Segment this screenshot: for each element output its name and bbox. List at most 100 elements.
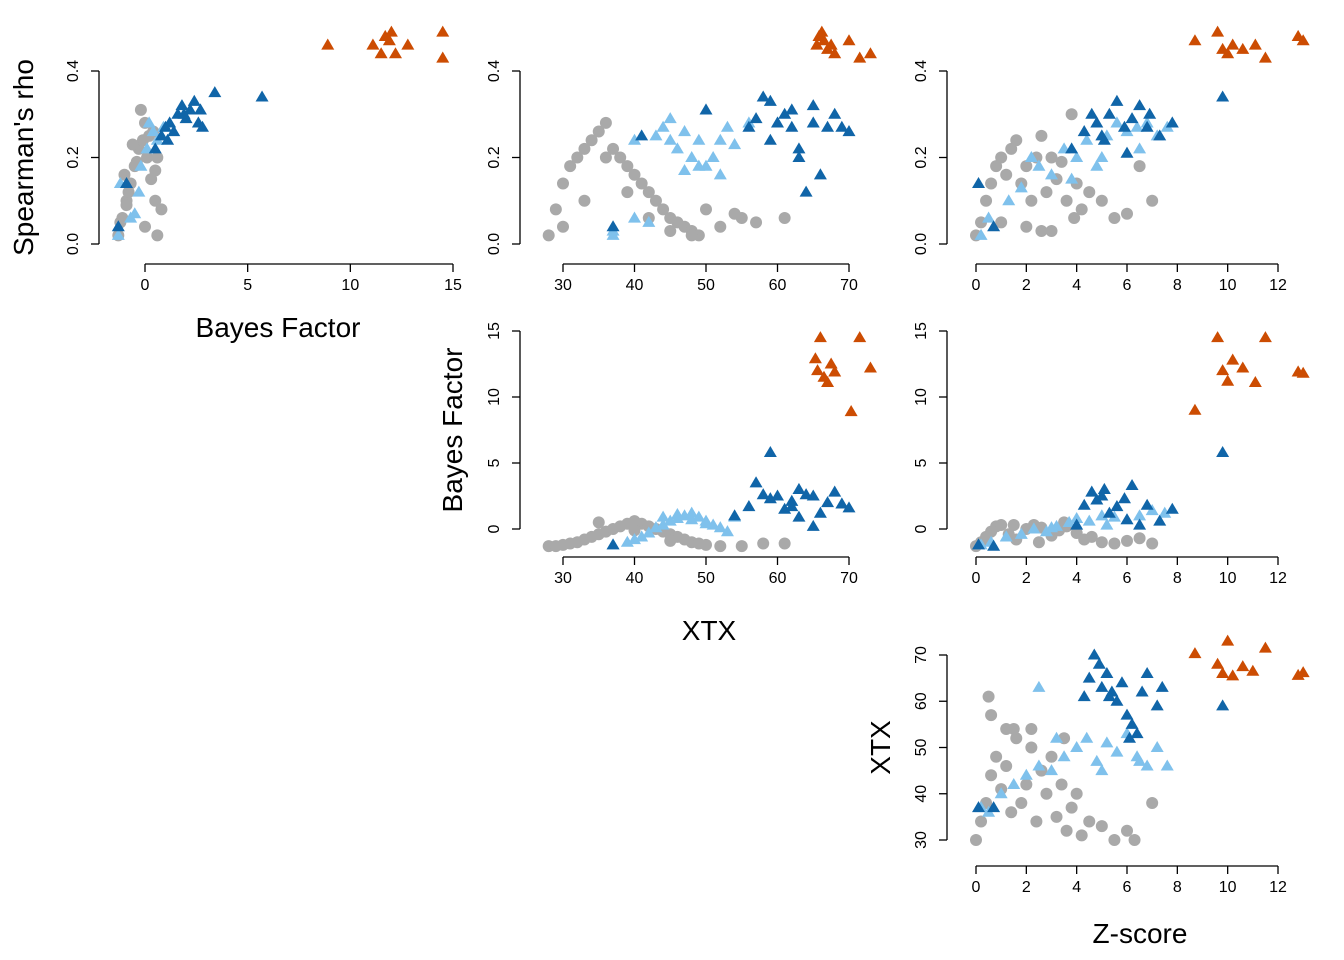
data-point [255, 90, 269, 102]
data-point [195, 120, 209, 132]
data-point [621, 160, 634, 173]
series-orange [1188, 331, 1310, 415]
data-point [151, 151, 164, 164]
data-point [193, 103, 207, 115]
data-point [657, 203, 670, 216]
data-point [999, 530, 1013, 542]
y-tick-label: 0.4 [486, 60, 503, 82]
data-point [982, 211, 996, 223]
data-point [1019, 768, 1033, 780]
x-tick-label: 0 [141, 277, 150, 294]
data-point [678, 125, 692, 137]
panel-rho-vs-bf: 0 5 10 15 0.0 0.2 0.4 Bayes Factor Spearman's rh… [8, 25, 462, 343]
data-point [714, 540, 727, 553]
data-point [778, 107, 792, 119]
data-point [813, 168, 827, 180]
data-point [842, 125, 856, 137]
data-point [853, 51, 867, 63]
data-point [154, 129, 168, 141]
data-point [1133, 518, 1147, 530]
data-point [706, 151, 720, 163]
data-point [1188, 403, 1202, 415]
data-point [806, 99, 820, 111]
data-point [183, 103, 197, 115]
data-point [813, 331, 827, 343]
data-point [155, 203, 168, 216]
data-point [824, 357, 838, 369]
data-point [628, 524, 641, 537]
data-point [1140, 667, 1154, 679]
data-point [1090, 159, 1104, 171]
x-tick-label: 15 [444, 277, 462, 294]
data-point [1082, 671, 1096, 683]
data-point [1045, 764, 1058, 776]
series-orange [808, 331, 877, 417]
data-point [134, 103, 147, 116]
data-point [1045, 151, 1058, 164]
data-point [1110, 500, 1124, 512]
data-point [1133, 142, 1147, 154]
x-tick-label: 6 [1123, 570, 1132, 587]
data-point [1120, 146, 1134, 158]
data-point [1117, 492, 1131, 504]
data-point [1258, 641, 1272, 653]
x-axis-title: Bayes Factor [196, 312, 361, 343]
x-tick-label: 12 [1269, 879, 1287, 896]
data-point [863, 361, 877, 373]
data-point [1097, 482, 1111, 494]
data-point [1216, 90, 1230, 102]
y-tick-label: 40 [913, 785, 930, 803]
data-point [1216, 699, 1230, 711]
data-point [750, 216, 763, 229]
data-point [1108, 834, 1121, 846]
data-point [1150, 699, 1164, 711]
data-point [542, 229, 555, 242]
data-point [994, 787, 1008, 799]
data-point [828, 485, 842, 497]
data-point [1108, 537, 1121, 550]
data-point [656, 510, 670, 522]
x-tick-label: 5 [243, 277, 252, 294]
data-point [785, 120, 799, 132]
data-point [1296, 366, 1310, 378]
data-point [111, 228, 125, 240]
data-point [678, 163, 692, 176]
data-point [436, 25, 450, 37]
y-tick-label: 5 [486, 458, 503, 467]
y-tick-label: 30 [913, 831, 930, 849]
x-tick-label: 10 [1219, 570, 1237, 587]
data-point [1025, 194, 1038, 207]
data-point [728, 138, 742, 150]
series-light_blue [974, 116, 1174, 240]
data-point [111, 220, 125, 232]
data-point [990, 160, 1003, 173]
data-point [735, 212, 748, 225]
data-point [1258, 331, 1272, 343]
data-point [436, 51, 450, 63]
data-point [970, 834, 982, 846]
data-point [175, 99, 189, 111]
data-point [990, 750, 1003, 763]
data-point [1102, 107, 1116, 119]
data-point [1121, 207, 1133, 220]
x-tick-label: 4 [1072, 879, 1081, 896]
data-point [557, 220, 569, 233]
y-tick-label: 0.4 [913, 60, 930, 82]
x-tick-label: 12 [1269, 277, 1287, 294]
series-background [542, 116, 791, 242]
data-point [606, 538, 620, 550]
x-tick-label: 2 [1022, 277, 1031, 294]
data-point [1236, 42, 1250, 54]
data-point [1057, 750, 1071, 762]
data-point [1188, 647, 1202, 659]
data-point [972, 538, 986, 550]
y-tick-label: 70 [913, 646, 930, 664]
data-point [1121, 824, 1133, 837]
data-point [1027, 522, 1041, 534]
data-point [1236, 361, 1250, 373]
data-point [980, 194, 993, 207]
panel-rho-vs-z: 0 2 4 6 8 10 12 0.0 0.2 0.4 [913, 25, 1310, 294]
series-dark_blue [606, 445, 856, 550]
data-point [1045, 168, 1058, 180]
data-point [1216, 445, 1230, 457]
